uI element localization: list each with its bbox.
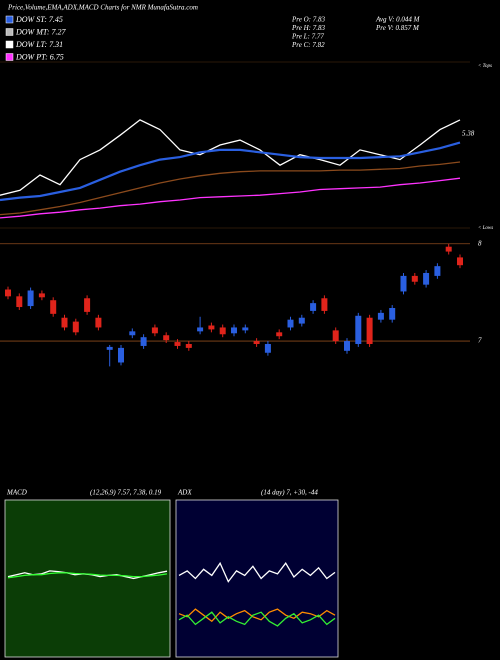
lows-label: < Lows (478, 226, 493, 231)
candle-body (140, 337, 147, 346)
panel-bg (175, 499, 339, 658)
series-line (0, 141, 461, 202)
legend-label: DOW PT: 6.75 (15, 52, 64, 61)
candle-body (5, 289, 11, 297)
series-line (0, 161, 461, 216)
candle-body (321, 298, 328, 311)
candle-body (38, 293, 45, 298)
candle-body (423, 272, 430, 285)
candle-body (287, 319, 294, 328)
stat: Pre L: 7.77 (291, 33, 324, 41)
candle-body (253, 341, 260, 344)
candle-body (242, 327, 249, 331)
series-line (178, 608, 336, 623)
candle-body (219, 327, 226, 335)
candle-body (366, 317, 373, 344)
candle-body (457, 257, 463, 266)
legend-swatch (5, 28, 14, 36)
candle-body (50, 300, 57, 314)
legend-swatch (5, 53, 14, 61)
panel-subtitle: (12,26,9) 7.57, 7.38, 0.19 (90, 489, 162, 497)
series-line (178, 611, 336, 627)
panel-bg (4, 499, 171, 658)
candle-body (61, 317, 68, 328)
candle-body (16, 296, 23, 308)
stat: Pre H: 7.83 (291, 24, 325, 32)
legend-label: DOW MT: 7.27 (15, 27, 67, 36)
legend-label: DOW ST: 7.45 (15, 15, 63, 24)
page-title: Price,Volume,EMA,ADX,MACD Charts for NMR… (7, 4, 198, 12)
candle-body (208, 325, 215, 330)
annotation: 5.38 (462, 130, 475, 138)
tops-label: < Tops (478, 64, 492, 69)
candle-body (129, 331, 136, 336)
candle-body (310, 303, 317, 311)
legend-swatch (5, 15, 14, 24)
candle-body (106, 346, 113, 350)
candle-body (231, 327, 237, 334)
candle-body (332, 330, 339, 342)
candle-body (174, 342, 181, 346)
stat: Pre C: 7.82 (291, 41, 325, 49)
candle-body (27, 290, 34, 307)
panel-subtitle: (14 day) 7, +30, -44 (261, 489, 318, 497)
y-tick-label: 7 (478, 337, 482, 345)
series-line (7, 572, 168, 579)
candle-body (118, 347, 124, 363)
candle-body (445, 246, 452, 252)
candle-body (72, 321, 79, 333)
candle-body (400, 275, 407, 292)
stat: Pre V: 0.857 M (375, 24, 420, 32)
candle-body (377, 312, 384, 320)
candle-body (197, 327, 204, 332)
candle-body (411, 275, 418, 282)
panel-title: MACD (6, 489, 27, 497)
candle-body (276, 332, 283, 337)
series-line (0, 177, 461, 219)
candle-body (389, 308, 396, 320)
candle-body (185, 344, 192, 348)
candle-body (151, 327, 158, 334)
series-line (0, 119, 461, 196)
legend-swatch (5, 40, 14, 49)
candle-body (95, 317, 102, 328)
stat: Pre O: 7.83 (291, 16, 325, 24)
candle-body (434, 266, 441, 276)
candle-body (84, 298, 91, 312)
candle-body (298, 317, 305, 324)
candle-body (163, 335, 170, 341)
y-tick-label: 8 (478, 239, 482, 247)
stat: Avg V: 0.044 M (375, 16, 421, 24)
candle-body (344, 341, 350, 351)
panel-title: ADX (177, 489, 192, 497)
series-line (178, 561, 336, 583)
legend-label: DOW LT: 7.31 (15, 40, 63, 49)
candle-body (264, 344, 271, 353)
candle-body (355, 315, 362, 344)
